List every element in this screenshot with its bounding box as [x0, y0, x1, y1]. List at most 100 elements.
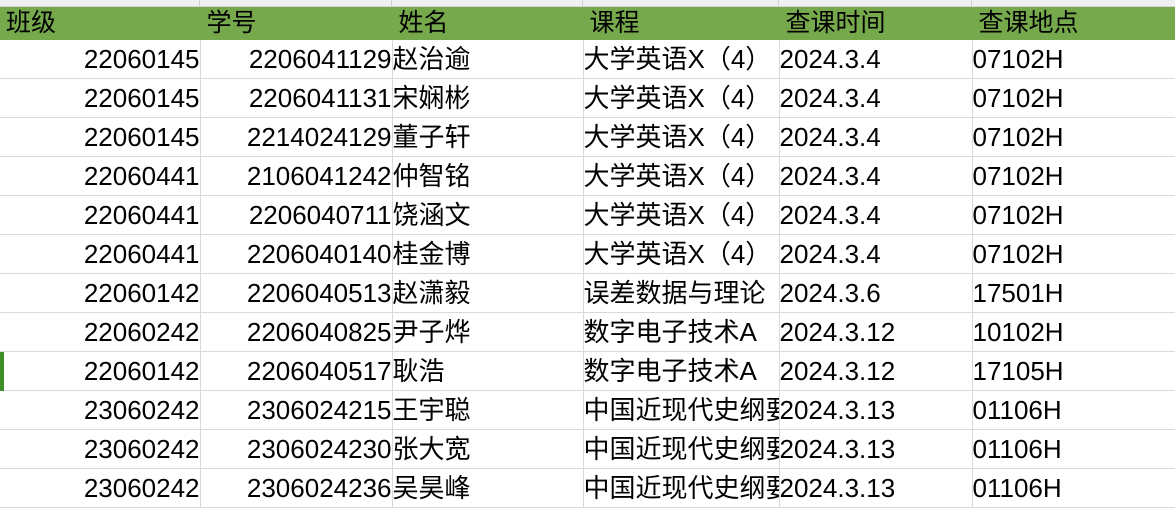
- cell-class[interactable]: 22060242: [0, 312, 201, 352]
- cell-class[interactable]: 22060142: [0, 273, 201, 313]
- cell-name[interactable]: 王宇聪: [392, 390, 584, 430]
- column-header-time[interactable]: 查课时间: [779, 7, 973, 40]
- cell-name[interactable]: 董子轩: [392, 117, 584, 157]
- cell-place[interactable]: 07102H: [972, 195, 1175, 235]
- cell-class[interactable]: 23060242: [0, 468, 201, 508]
- cell-sid[interactable]: 2106041242: [200, 156, 393, 196]
- cell-class[interactable]: 22060441: [0, 234, 201, 274]
- cell-name[interactable]: 耿浩: [392, 351, 584, 391]
- cell-time-text: 2024.3.6: [779, 278, 881, 308]
- cell-place[interactable]: 07102H: [972, 156, 1175, 196]
- cell-class[interactable]: 22060145: [0, 78, 201, 118]
- cell-course[interactable]: 数字电子技术A: [583, 312, 780, 352]
- cell-name-text: 张大宽: [392, 434, 471, 464]
- table-row[interactable]: 22060441 2206040711 饶涵文 大学英语X（4） 2024.3.4 071…: [0, 195, 1175, 235]
- cell-sid[interactable]: 2306024236: [200, 468, 393, 508]
- cell-class[interactable]: 22060441: [0, 195, 201, 235]
- cell-time[interactable]: 2024.3.4: [779, 234, 973, 274]
- table-body[interactable]: 22060145 2206041129 赵治逾 大学英语X（4） 2024.3.4 071…: [0, 40, 1175, 508]
- cell-time-text: 2024.3.4: [779, 122, 881, 152]
- cell-time[interactable]: 2024.3.12: [779, 351, 973, 391]
- cell-course[interactable]: 大学英语X（4）: [583, 40, 780, 79]
- cell-place[interactable]: 17501H: [972, 273, 1175, 313]
- cell-sid[interactable]: 2306024230: [200, 429, 393, 469]
- cell-time[interactable]: 2024.3.13: [779, 429, 973, 469]
- table-row[interactable]: 23060242 2306024236 吴昊峰 中国近现代史纲要 2024.3.13 01…: [0, 468, 1175, 508]
- cell-course[interactable]: 大学英语X（4）: [583, 156, 780, 196]
- column-header-class[interactable]: 班级: [0, 7, 201, 40]
- cell-class[interactable]: 23060242: [0, 390, 201, 430]
- cell-course[interactable]: 大学英语X（4）: [583, 78, 780, 118]
- cell-name[interactable]: 尹子烨: [392, 312, 584, 352]
- cell-class-text: 23060242: [83, 473, 200, 503]
- cell-time[interactable]: 2024.3.4: [779, 78, 973, 118]
- table-row[interactable]: 22060145 2214024129 董子轩 大学英语X（4） 2024.3.4 071…: [0, 117, 1175, 157]
- cell-course[interactable]: 大学英语X（4）: [583, 195, 780, 235]
- cell-course[interactable]: 中国近现代史纲要: [583, 390, 780, 430]
- cell-time[interactable]: 2024.3.13: [779, 468, 973, 508]
- cell-sid[interactable]: 2206041131: [200, 78, 393, 118]
- cell-sid[interactable]: 2206040711: [200, 195, 393, 235]
- cell-sid[interactable]: 2206040517: [200, 351, 393, 391]
- cell-place[interactable]: 01106H: [972, 429, 1175, 469]
- cell-time[interactable]: 2024.3.4: [779, 40, 973, 79]
- cell-time[interactable]: 2024.3.4: [779, 195, 973, 235]
- cell-sid[interactable]: 2306024215: [200, 390, 393, 430]
- cell-time[interactable]: 2024.3.13: [779, 390, 973, 430]
- cell-place[interactable]: 07102H: [972, 117, 1175, 157]
- cell-course[interactable]: 中国近现代史纲要: [583, 468, 780, 508]
- cell-name[interactable]: 饶涵文: [392, 195, 584, 235]
- cell-course[interactable]: 数字电子技术A: [583, 351, 780, 391]
- table-row[interactable]: 23060242 2306024230 张大宽 中国近现代史纲要 2024.3.13 01…: [0, 429, 1175, 469]
- cell-time[interactable]: 2024.3.6: [779, 273, 973, 313]
- cell-class[interactable]: 22060142: [0, 351, 201, 391]
- cell-course[interactable]: 大学英语X（4）: [583, 117, 780, 157]
- cell-course[interactable]: 中国近现代史纲要: [583, 429, 780, 469]
- cell-name-text: 仲智铭: [392, 161, 471, 191]
- table-row[interactable]: 22060145 2206041131 宋娴彬 大学英语X（4） 2024.3.4 071…: [0, 78, 1175, 118]
- cell-name-text: 宋娴彬: [392, 83, 471, 113]
- column-header-name[interactable]: 姓名: [392, 7, 584, 40]
- cell-time[interactable]: 2024.3.4: [779, 117, 973, 157]
- table-row[interactable]: 22060441 2206040140 桂金博 大学英语X（4） 2024.3.4 071…: [0, 234, 1175, 274]
- column-header-place[interactable]: 查课地点: [972, 7, 1175, 40]
- cell-course[interactable]: 误差数据与理论: [583, 273, 780, 313]
- cell-place[interactable]: 07102H: [972, 234, 1175, 274]
- cell-name[interactable]: 宋娴彬: [392, 78, 584, 118]
- cell-sid[interactable]: 2214024129: [200, 117, 393, 157]
- cell-time[interactable]: 2024.3.4: [779, 156, 973, 196]
- table-row[interactable]: 22060441 2106041242 仲智铭 大学英语X（4） 2024.3.4 071…: [0, 156, 1175, 196]
- cell-course[interactable]: 大学英语X（4）: [583, 234, 780, 274]
- cell-place[interactable]: 07102H: [972, 40, 1175, 79]
- cell-sid[interactable]: 2206040513: [200, 273, 393, 313]
- cell-course-text: 大学英语X（4）: [583, 44, 772, 74]
- data-table[interactable]: 班级 学号 姓名 课程 查课时间 查课地点 22060145 2206041129…: [0, 7, 1175, 508]
- cell-place[interactable]: 01106H: [972, 468, 1175, 508]
- table-row[interactable]: 22060142 2206040513 赵潇毅 误差数据与理论 2024.3.6 1750…: [0, 273, 1175, 313]
- cell-sid[interactable]: 2206040825: [200, 312, 393, 352]
- column-header-sid[interactable]: 学号: [200, 7, 393, 40]
- table-row[interactable]: 23060242 2306024215 王宇聪 中国近现代史纲要 2024.3.13 01…: [0, 390, 1175, 430]
- table-row[interactable]: 22060242 2206040825 尹子烨 数字电子技术A 2024.3.12 101…: [0, 312, 1175, 352]
- cell-class[interactable]: 22060441: [0, 156, 201, 196]
- cell-time[interactable]: 2024.3.12: [779, 312, 973, 352]
- cell-name[interactable]: 桂金博: [392, 234, 584, 274]
- column-header-course[interactable]: 课程: [583, 7, 780, 40]
- cell-name[interactable]: 仲智铭: [392, 156, 584, 196]
- cell-name[interactable]: 赵治逾: [392, 40, 584, 79]
- cell-class[interactable]: 22060145: [0, 40, 201, 79]
- cell-name[interactable]: 赵潇毅: [392, 273, 584, 313]
- cell-name[interactable]: 吴昊峰: [392, 468, 584, 508]
- cell-place[interactable]: 07102H: [972, 78, 1175, 118]
- cell-class[interactable]: 22060145: [0, 117, 201, 157]
- table-row[interactable]: 22060142 2206040517 耿浩 数字电子技术A 2024.3.12 1710…: [0, 351, 1175, 391]
- cell-sid[interactable]: 2206041129: [200, 40, 393, 79]
- cell-place[interactable]: 01106H: [972, 390, 1175, 430]
- cell-class[interactable]: 23060242: [0, 429, 201, 469]
- cell-name[interactable]: 张大宽: [392, 429, 584, 469]
- cell-place[interactable]: 17105H: [972, 351, 1175, 391]
- cell-place[interactable]: 10102H: [972, 312, 1175, 352]
- table-row[interactable]: 22060145 2206041129 赵治逾 大学英语X（4） 2024.3.4 071…: [0, 40, 1175, 79]
- cell-sid[interactable]: 2206040140: [200, 234, 393, 274]
